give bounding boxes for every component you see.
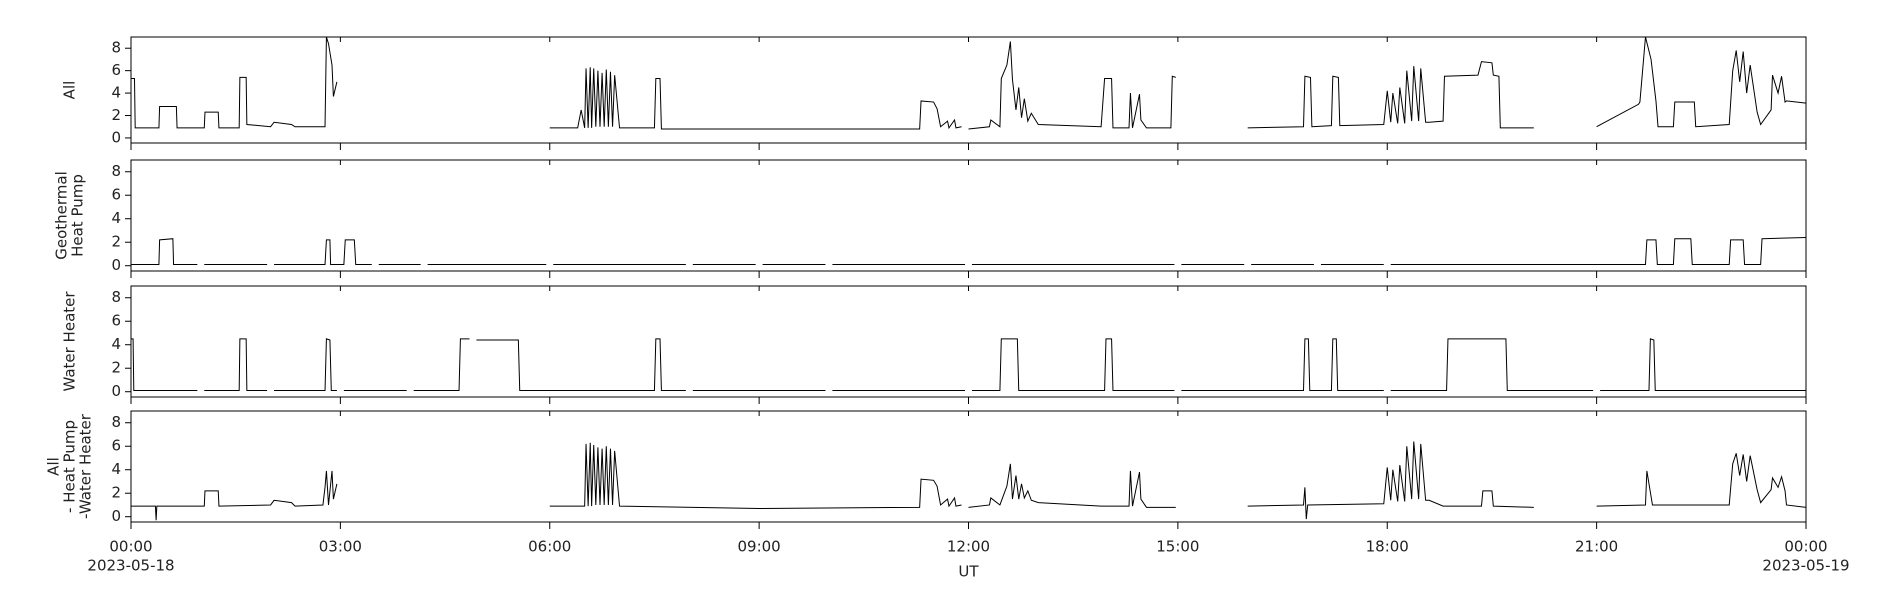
series-line [549, 67, 962, 130]
panel-frame [130, 285, 1807, 398]
y-tick-label: 2 [111, 484, 121, 502]
y-tick-label: 6 [111, 61, 121, 79]
y-tick-label: 4 [111, 84, 121, 102]
series-line [971, 338, 1175, 392]
y-tick-label: 0 [111, 256, 121, 274]
x-tick-label: 21:00 [1575, 538, 1618, 556]
y-axis-label: - Heat Pump [61, 420, 79, 513]
panel-frame [130, 36, 1807, 144]
series-line [274, 338, 337, 392]
x-tick-label: 03:00 [319, 538, 362, 556]
y-axis-label: Water Heater [61, 291, 79, 392]
panel-frame [130, 159, 1807, 272]
series-line [968, 463, 1176, 508]
x-tick-label: 15:00 [1156, 538, 1199, 556]
y-tick-label: 4 [111, 335, 121, 353]
x-tick-label: 06:00 [528, 538, 571, 556]
series-line [549, 442, 962, 509]
y-axis-label: All [45, 457, 63, 476]
series-line [413, 338, 470, 392]
y-tick-label: 4 [111, 460, 121, 478]
y-tick-label: 2 [111, 106, 121, 124]
y-tick-label: 2 [111, 233, 121, 251]
date-label: 2023-05-18 [87, 557, 174, 575]
series-line [476, 338, 686, 392]
x-tick-label: 18:00 [1366, 538, 1409, 556]
series-line [1596, 453, 1807, 508]
series-line [131, 338, 198, 392]
y-tick-label: 6 [111, 186, 121, 204]
y-axis-label: Heat Pump [69, 174, 87, 257]
y-tick-label: 0 [111, 507, 121, 525]
date-label: 2023-05-19 [1762, 557, 1849, 575]
y-tick-label: 8 [111, 413, 121, 431]
x-tick-label: 09:00 [738, 538, 781, 556]
x-tick-label: 00:00 [1784, 538, 1827, 556]
y-tick-label: 4 [111, 209, 121, 227]
x-tick-label: 12:00 [947, 538, 990, 556]
series-line [1247, 61, 1534, 129]
y-tick-label: 0 [111, 128, 121, 146]
series-line [131, 238, 198, 266]
series-line [1390, 237, 1807, 266]
y-axis-label: Geothermal [53, 171, 71, 260]
y-axis-label: All [61, 81, 79, 100]
y-tick-label: 8 [111, 162, 121, 180]
series-line [1600, 338, 1806, 392]
series-line [1596, 36, 1807, 128]
series-line [131, 470, 338, 521]
series-line [1247, 441, 1534, 520]
y-tick-label: 6 [111, 312, 121, 330]
series-line [131, 36, 338, 129]
series-line [1390, 338, 1594, 392]
y-tick-label: 8 [111, 39, 121, 57]
series-line [1181, 338, 1384, 392]
y-tick-label: 2 [111, 359, 121, 377]
series-line [968, 41, 1176, 130]
y-tick-label: 6 [111, 437, 121, 455]
panel-frame [130, 410, 1807, 523]
y-tick-label: 0 [111, 382, 121, 400]
y-tick-label: 8 [111, 288, 121, 306]
x-axis-label: UT [958, 563, 979, 581]
series-line [274, 239, 372, 266]
y-axis-label: -Water Heater [77, 413, 95, 519]
x-tick-label: 00:00 [109, 538, 152, 556]
series-line [204, 338, 268, 392]
